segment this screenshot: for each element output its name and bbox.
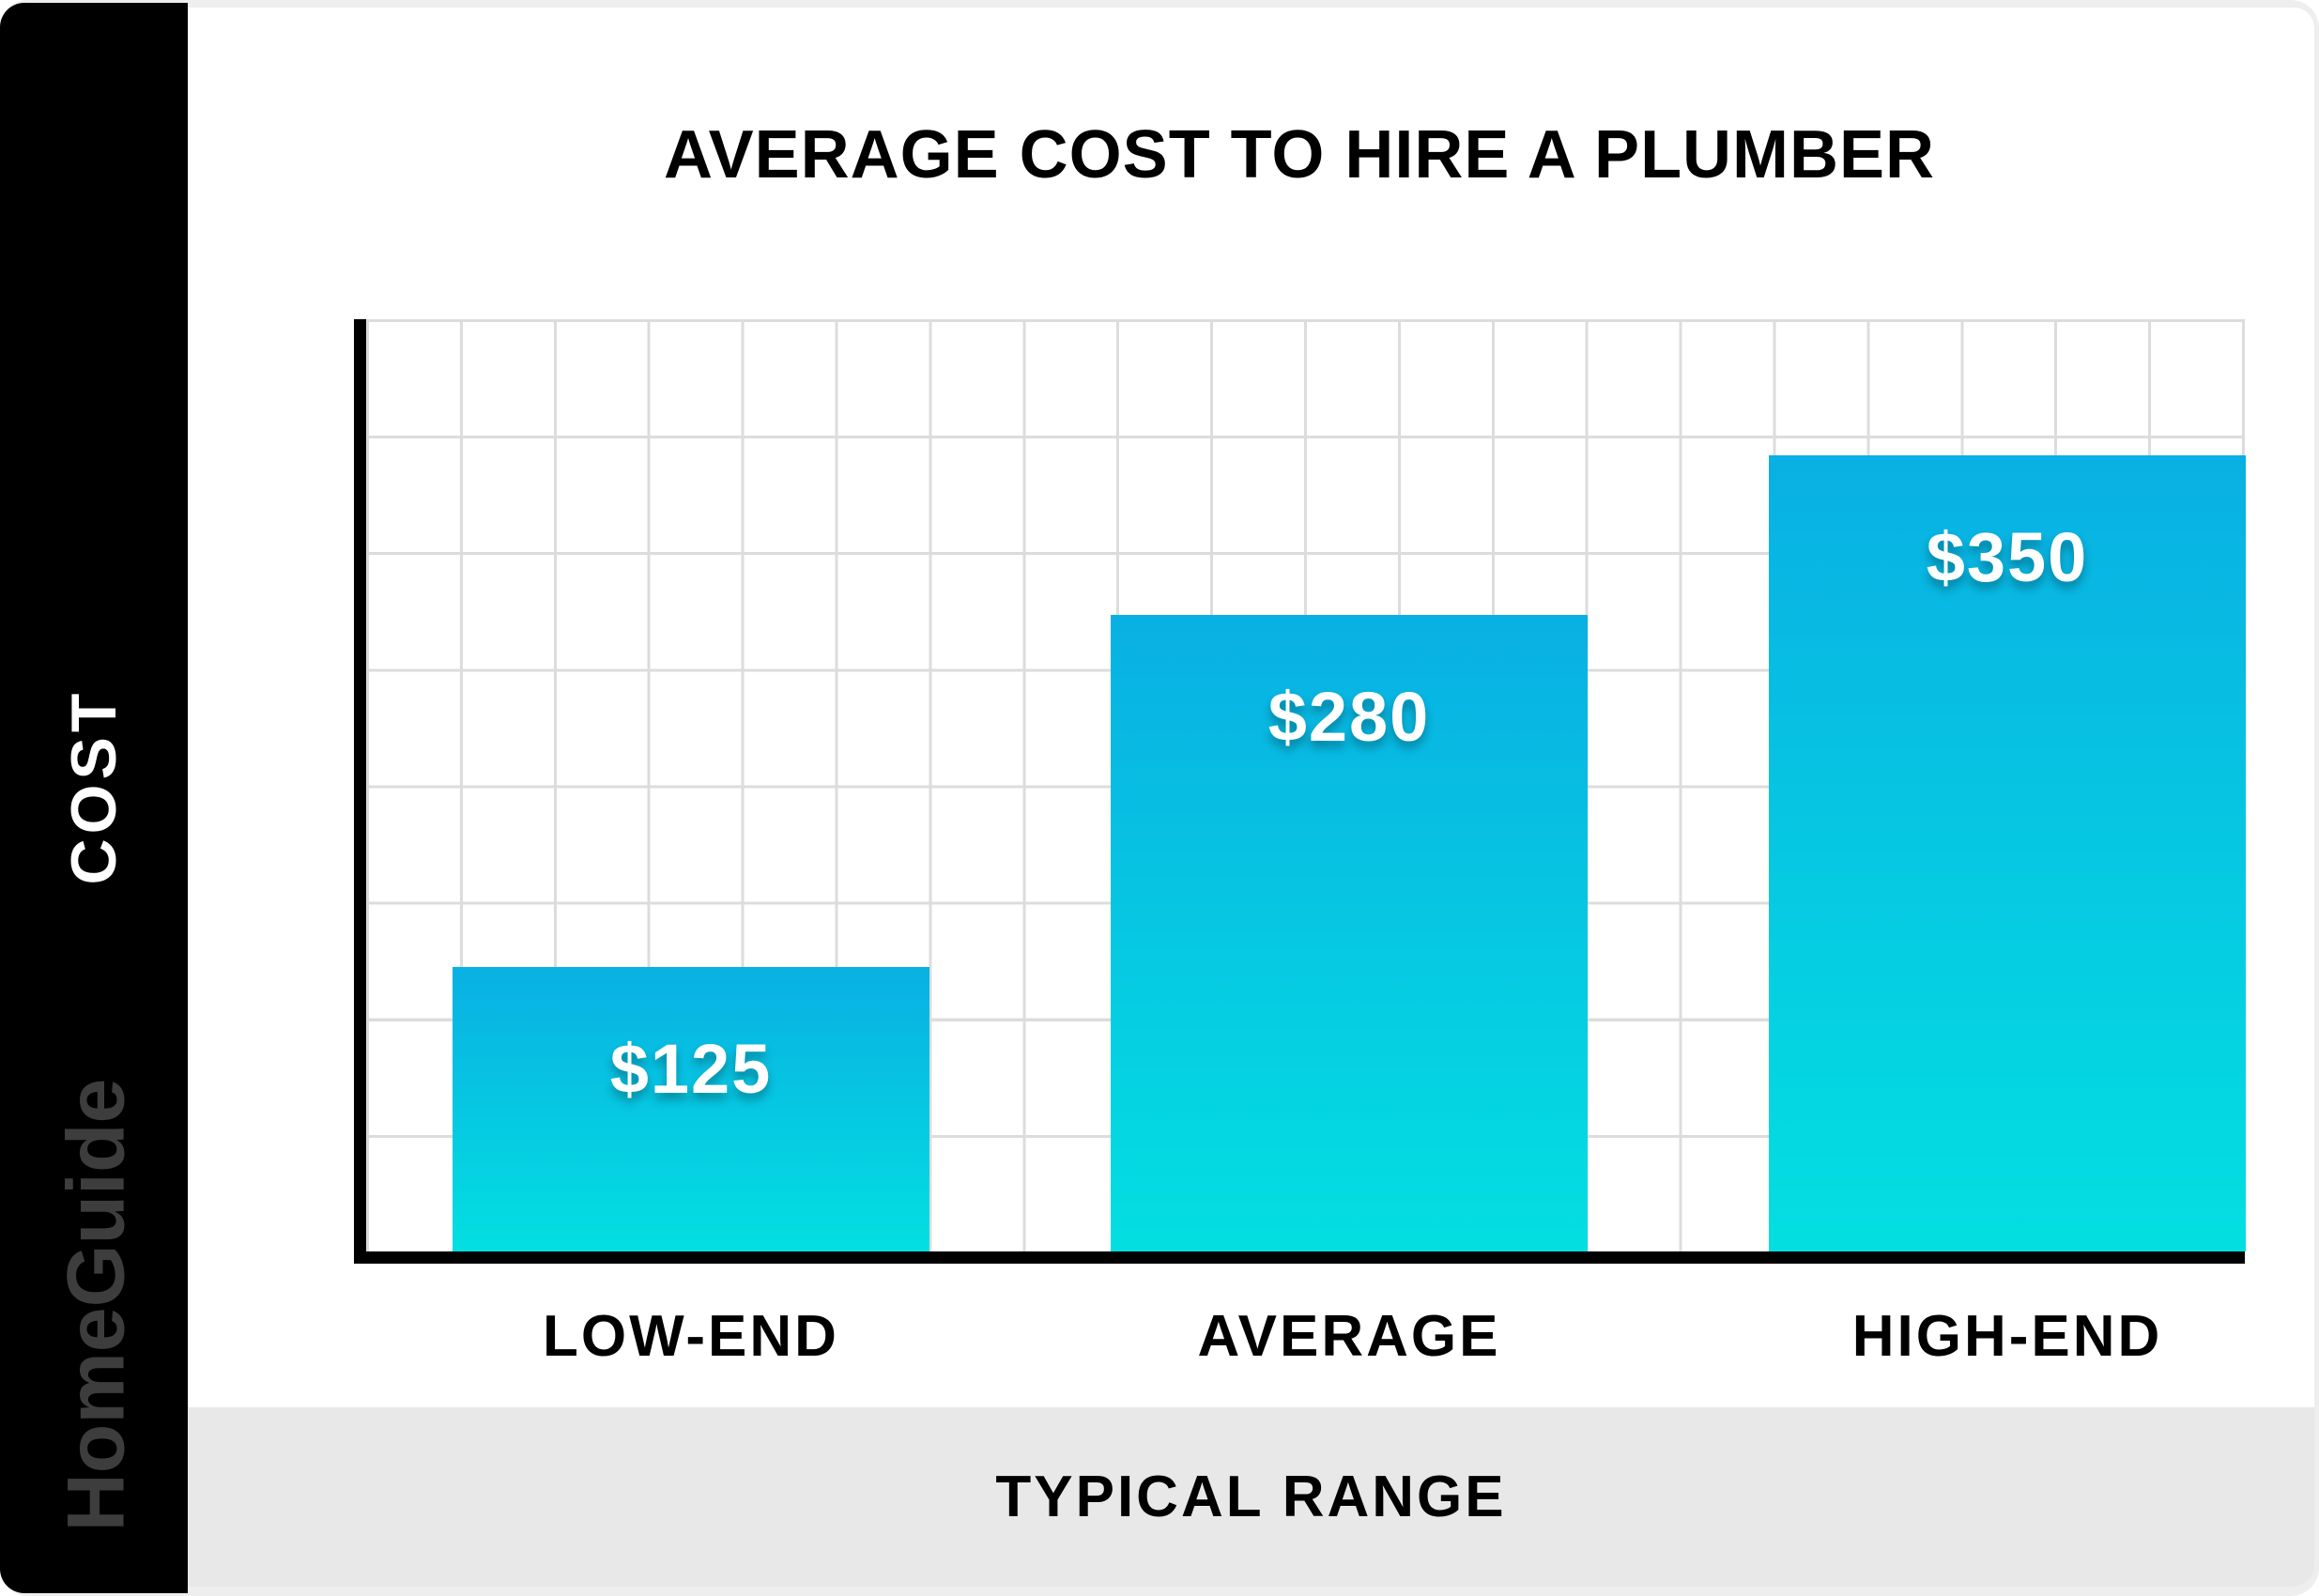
category-label-high-end: HIGH-END: [1851, 1304, 2163, 1369]
left-sidebar: COST HomeGuide: [0, 3, 188, 1593]
bar-value-label: $125: [609, 1030, 773, 1108]
y-axis-title: COST: [58, 688, 130, 885]
bar-average: $280: [1111, 615, 1588, 1251]
y-axis-line: [354, 319, 366, 1264]
bar-value-label: $280: [1267, 678, 1431, 756]
bar-value-label: $350: [1926, 518, 2089, 596]
bottom-band: TYPICAL RANGE: [188, 1407, 2314, 1587]
plot-area: $125 $280 $350: [366, 319, 2246, 1251]
x-axis-title: TYPICAL RANGE: [995, 1465, 1507, 1529]
category-label-low-end: LOW-END: [543, 1304, 839, 1369]
homeguide-logo: HomeGuide: [51, 1078, 142, 1532]
bar-low-end: $125: [453, 967, 929, 1251]
bar-high-end: $350: [1769, 455, 2246, 1251]
category-axis: LOW-END AVERAGE HIGH-END: [366, 1303, 2245, 1378]
x-axis-line: [354, 1251, 2245, 1264]
chart-title: AVERAGE COST TO HIRE A PLUMBER: [663, 117, 1936, 192]
category-label-average: AVERAGE: [1197, 1304, 1501, 1369]
